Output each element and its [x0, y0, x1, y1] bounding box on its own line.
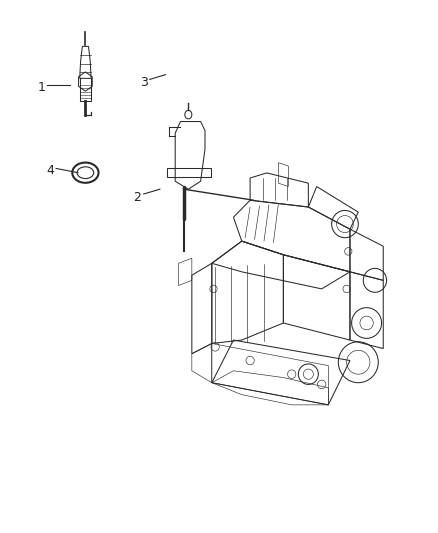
Text: 4: 4 — [46, 164, 54, 177]
Text: 1: 1 — [37, 82, 45, 94]
Text: 2: 2 — [134, 191, 141, 204]
Text: 3: 3 — [140, 76, 148, 89]
